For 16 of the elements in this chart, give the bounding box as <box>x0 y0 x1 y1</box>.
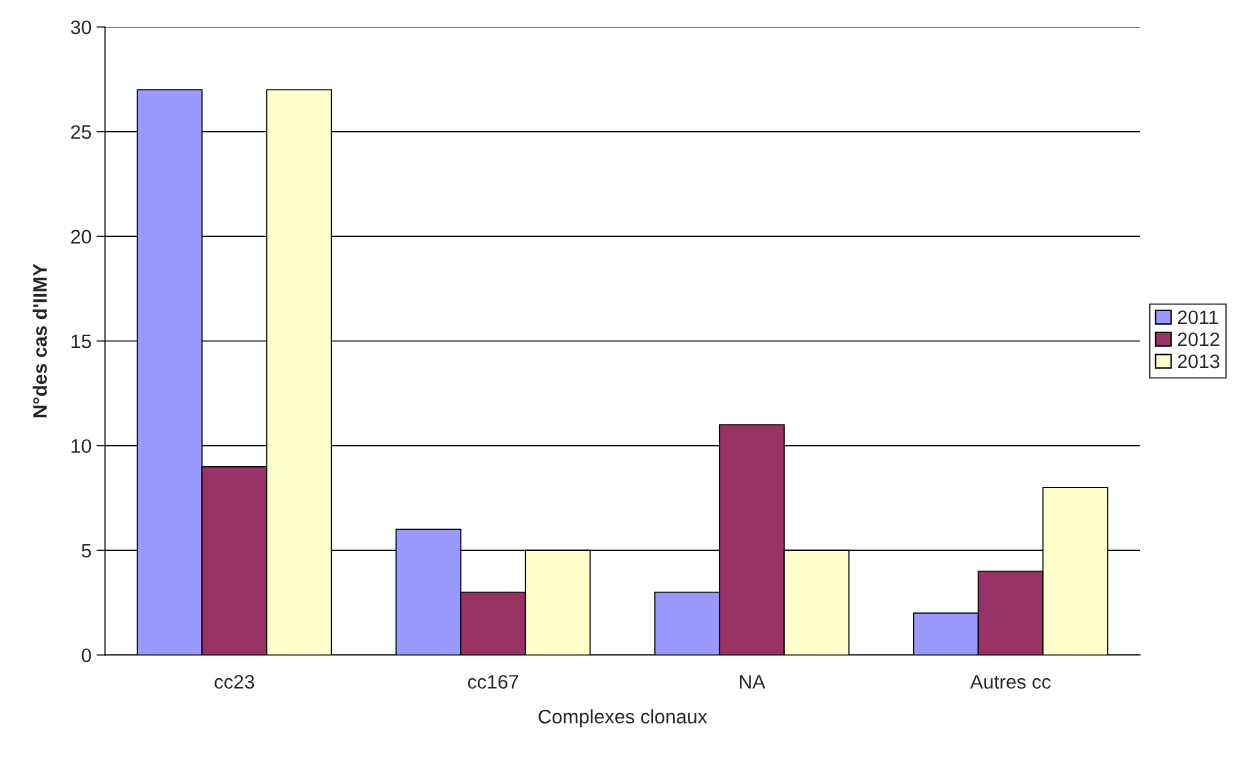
legend-label: 2012 <box>1177 332 1220 347</box>
y-tick-label: 0 <box>81 648 92 663</box>
x-tick-label: cc167 <box>468 674 519 689</box>
y-axis-title: N°des cas d'IIMY <box>32 263 47 418</box>
y-tick-label: 25 <box>71 125 91 139</box>
y-tick-label: 30 <box>70 20 92 35</box>
y-tick-label: 20 <box>71 229 92 244</box>
x-tick-label: Autres cc <box>970 675 1051 689</box>
x-tick-label: NA <box>739 675 766 689</box>
legend-label: 2013 <box>1177 354 1220 369</box>
y-tick-label: 15 <box>71 334 91 349</box>
y-tick-label: 5 <box>81 544 91 558</box>
legend-label: 2011 <box>1177 310 1218 325</box>
x-axis-title: Complexes clonaux <box>538 709 708 728</box>
y-tick-label: 10 <box>71 439 92 453</box>
x-tick-label: cc23 <box>214 674 255 689</box>
